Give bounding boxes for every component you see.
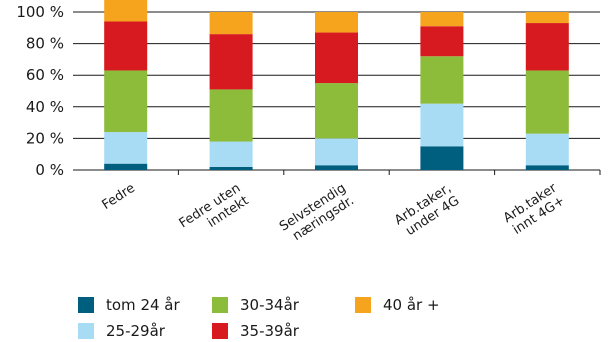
bar-segment-25-29-r <box>104 132 148 164</box>
legend-swatch <box>355 297 371 313</box>
y-tick-label: 0 % <box>35 161 64 179</box>
y-axis-ticks: 0 % 20 % 40 % 60 % 80 % 100 % <box>16 3 64 179</box>
bars <box>104 0 569 170</box>
bar-segment-30-34-r <box>525 70 569 134</box>
bar-segment-40-r- <box>525 12 569 24</box>
legend-label: 35-39år <box>240 322 299 340</box>
y-tick-label: 20 % <box>26 129 64 147</box>
legend-swatch <box>78 297 94 313</box>
category-labels: Fedre Fedre uteninntekt Selvstendignærings… <box>99 180 568 247</box>
legend-swatch <box>212 323 228 339</box>
bar-segment-30-34-r <box>420 56 464 104</box>
legend-item: 35-39år <box>212 322 299 340</box>
legend-item: 40 år + <box>355 296 440 314</box>
bar-segment-35-39-r <box>315 32 358 84</box>
y-tick-label: 40 % <box>26 98 64 116</box>
bar-segment-35-39-r <box>104 21 148 71</box>
legend-swatch <box>78 323 94 339</box>
bar-segment-40-r- <box>315 12 358 33</box>
category-label: Arb.takerinnt 4G+ <box>501 180 568 238</box>
bar-segment-40-r- <box>104 0 148 22</box>
bar-segment-25-29-r <box>420 103 464 147</box>
bar-segment-35-39-r <box>525 23 569 71</box>
bar-segment-tom-24-r <box>209 166 253 170</box>
category-label: Fedre uteninntekt <box>177 181 252 244</box>
bar-segment-tom-24-r <box>525 165 569 170</box>
y-tick-label: 60 % <box>26 66 64 84</box>
bar-segment-25-29-r <box>209 141 253 167</box>
bar-segment-tom-24-r <box>315 165 358 170</box>
bar-segment-30-34-r <box>209 89 253 142</box>
category-label: Selvstendignæringsdr. <box>277 181 357 247</box>
legend-label: tom 24 år <box>106 296 180 314</box>
bar-segment-35-39-r <box>420 26 464 57</box>
legend-item: 30-34år <box>212 296 299 314</box>
legend-label: 25-29år <box>106 322 165 340</box>
legend-label: 40 år + <box>383 296 440 314</box>
bar-segment-tom-24-r <box>104 163 148 170</box>
bar-segment-25-29-r <box>525 133 569 166</box>
legend-swatch <box>212 297 228 313</box>
y-tick-label: 80 % <box>26 35 64 53</box>
legend-item: 25-29år <box>78 322 165 340</box>
bar-segment-35-39-r <box>209 34 253 90</box>
bar-segment-tom-24-r <box>420 146 464 170</box>
bar-segment-40-r- <box>420 12 464 27</box>
category-label: Fedre <box>99 181 137 213</box>
legend-item: tom 24 år <box>78 296 180 314</box>
bar-segment-25-29-r <box>315 138 358 166</box>
bar-segment-30-34-r <box>315 83 358 139</box>
legend-label: 30-34år <box>240 296 299 314</box>
bar-segment-30-34-r <box>104 70 148 133</box>
y-tick-label: 100 % <box>16 3 64 21</box>
category-label: Arb.taker,under 4G <box>392 181 462 241</box>
bar-segment-40-r- <box>209 12 253 35</box>
